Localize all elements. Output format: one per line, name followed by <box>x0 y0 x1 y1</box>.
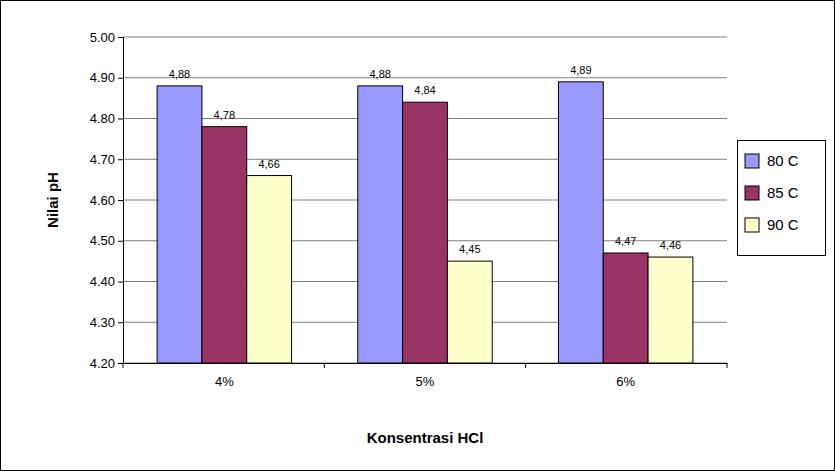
x-tick-label: 6% <box>616 374 635 389</box>
legend-label: 90 C <box>767 216 799 233</box>
x-axis-title: Konsentrasi HCl <box>367 429 484 446</box>
x-tick: 5% <box>416 363 435 389</box>
y-tick-mark <box>118 159 123 160</box>
data-label: 4,47 <box>615 235 636 247</box>
data-label: 4,78 <box>214 109 235 121</box>
category-divider <box>123 363 124 368</box>
data-label: 4,66 <box>258 158 279 170</box>
category-divider <box>727 363 728 368</box>
legend-label: 85 C <box>767 184 799 201</box>
x-tick: 4% <box>215 363 234 389</box>
bar <box>247 176 292 363</box>
bar <box>403 102 448 363</box>
y-tick-mark <box>118 37 123 38</box>
y-tick-mark <box>118 78 123 79</box>
y-tick-label: 4.30 <box>90 315 115 330</box>
y-tick-label: 4.80 <box>90 111 115 126</box>
y-tick: 4.60 <box>90 193 123 208</box>
y-tick: 4.20 <box>90 356 123 371</box>
legend-box <box>738 141 826 256</box>
bar <box>202 127 247 363</box>
y-tick-label: 4.90 <box>90 70 115 85</box>
y-tick-label: 4.20 <box>90 356 115 371</box>
data-label: 4,45 <box>459 243 480 255</box>
chart-frame <box>1 1 835 471</box>
legend: 80 C 85 C 90 C <box>738 141 826 256</box>
grid-line <box>123 37 727 38</box>
y-axis-line <box>118 38 124 364</box>
data-label: 4,84 <box>414 84 435 96</box>
y-tick: 4.90 <box>90 70 123 85</box>
y-tick: 5.00 <box>90 30 123 45</box>
plot: 4,88 4,88 4,89 4,78 4,84 4,47 4,66 4,45 4,46 4.20… <box>90 30 728 390</box>
y-tick: 4.40 <box>90 274 123 289</box>
y-tick: 4.50 <box>90 233 123 248</box>
legend-swatch <box>745 218 759 232</box>
data-label: 4,46 <box>660 239 681 251</box>
data-label: 4,88 <box>169 68 190 80</box>
y-tick-label: 4.60 <box>90 193 115 208</box>
x-tick-label: 5% <box>416 374 435 389</box>
y-tick-mark <box>118 200 123 201</box>
category-divider <box>324 363 325 368</box>
y-tick-mark <box>118 322 123 323</box>
x-axis: 4% 5% 6% <box>124 363 728 389</box>
data-labels: 4,88 4,88 4,89 4,78 4,84 4,47 4,66 4,45 4,46 <box>169 64 681 255</box>
data-label: 4,88 <box>369 68 390 80</box>
bar <box>358 86 403 363</box>
y-tick: 4.80 <box>90 111 123 126</box>
y-tick-label: 4.50 <box>90 233 115 248</box>
y-tick: 4.30 <box>90 315 123 330</box>
y-tick-mark <box>118 363 123 364</box>
grid <box>123 37 727 363</box>
y-tick-mark <box>118 119 123 120</box>
bar <box>558 82 603 363</box>
y-tick-label: 4.70 <box>90 152 115 167</box>
legend-swatch <box>745 154 759 168</box>
y-axis: 4.20 4.30 4.40 4.50 4.60 4.70 4.80 4.90 5.00 <box>90 30 124 371</box>
category-divider <box>525 363 526 368</box>
y-tick: 4.70 <box>90 152 123 167</box>
x-tick-label: 4% <box>215 374 234 389</box>
legend-label: 80 C <box>767 152 799 169</box>
x-axis-line <box>124 363 728 364</box>
y-tick-mark <box>118 282 123 283</box>
y-tick-mark <box>118 241 123 242</box>
y-tick-label: 4.40 <box>90 274 115 289</box>
y-tick-label: 5.00 <box>90 30 115 45</box>
grid-line <box>123 77 727 78</box>
bars <box>157 82 693 363</box>
x-tick: 6% <box>616 363 635 389</box>
bar <box>648 257 693 363</box>
chart: 4,88 4,88 4,89 4,78 4,84 4,47 4,66 4,45 4,46 4.20… <box>0 0 835 471</box>
bar <box>157 86 202 363</box>
data-label: 4,89 <box>570 64 591 76</box>
legend-swatch <box>745 186 759 200</box>
y-axis-title: Nilai pH <box>44 172 61 228</box>
bar <box>603 253 648 363</box>
bar <box>447 261 492 363</box>
